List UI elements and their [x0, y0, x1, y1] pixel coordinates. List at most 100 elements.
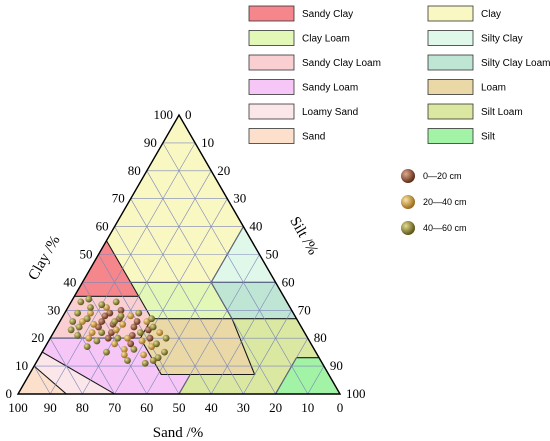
legend-depth-label-3: 40—60 cm	[423, 223, 467, 233]
silt-tick-label: 60	[282, 274, 295, 289]
silt-tick-label: 20	[217, 163, 230, 178]
legend-label-silt-loam: Silt Loam	[481, 107, 523, 118]
legend-depth-marker-3	[401, 221, 415, 235]
point-depth-3	[87, 304, 94, 311]
point-depth-3	[162, 334, 170, 342]
clay-tick-label: 20	[31, 330, 44, 345]
point-depth-3	[83, 343, 91, 350]
point-depth-1	[146, 334, 154, 342]
sand-tick-label: 80	[76, 400, 89, 415]
grid-sand-30	[130, 198, 244, 395]
legend-depth-label-2: 20—40 cm	[423, 197, 467, 207]
point-depth-3	[153, 340, 160, 348]
sand-tick-label: 50	[173, 400, 186, 415]
legend-swatch-sandy-clay-loam	[248, 54, 295, 71]
legend-label-silty-clay: Silty Clay	[481, 34, 523, 45]
legend-label-clay: Clay	[481, 9, 501, 20]
clay-tick-label: 30	[47, 302, 60, 317]
legend-label-silty-clay-loam: Silty Clay Loam	[481, 58, 550, 69]
clay-axis-title: Clay /%	[25, 233, 63, 283]
point-depth-3	[149, 357, 157, 364]
triangle-outline	[16, 113, 342, 395]
sand-axis-title: Sand /%	[153, 425, 203, 441]
silt-tick-label: 90	[330, 358, 343, 373]
point-depth-2	[120, 346, 128, 353]
silt-tick-label: 80	[314, 330, 327, 345]
sand-tick-label: 0	[337, 400, 344, 415]
legend-depth-marker-2	[401, 195, 415, 209]
legend-label-sand: Sand	[302, 132, 325, 143]
legend: Sandy Clay Clay Loam Sandy Clay Loam Sandy …	[248, 5, 550, 235]
clay-tick-label: 70	[112, 191, 125, 206]
legend-label-sandy-clay-loam: Sandy Clay Loam	[302, 58, 381, 69]
point-depth-1	[104, 334, 112, 342]
sand-tick-label: 10	[301, 400, 314, 415]
silt-tick-label: 30	[233, 191, 246, 206]
legend-swatch-sandy-loam	[248, 79, 295, 95]
clay-tick-label: 0	[6, 386, 13, 401]
point-depth-2	[156, 329, 164, 336]
point-depth-2	[90, 320, 98, 328]
sand-tick-label: 20	[269, 400, 282, 415]
data-points	[67, 295, 170, 367]
triangle-border	[16, 113, 342, 395]
silt-tick-label: 100	[346, 386, 366, 401]
grid-silt-70	[243, 310, 292, 395]
sand-tick-label: 90	[44, 400, 57, 415]
point-depth-3	[98, 329, 106, 336]
legend-swatch-sandy-clay	[248, 5, 295, 22]
point-depth-1	[98, 318, 106, 325]
point-depth-3	[124, 357, 131, 364]
point-depth-2	[138, 337, 146, 345]
grid-silt-80	[275, 338, 309, 395]
point-depth-3	[83, 315, 91, 323]
legend-label-loam: Loam	[481, 83, 506, 94]
legend-swatch-clay-loam	[248, 30, 295, 46]
point-depth-3	[135, 309, 143, 317]
silt-axis-title: Silt /%	[286, 214, 320, 258]
legend-swatch-silty-clay	[427, 30, 474, 46]
sand-tick-label: 100	[8, 400, 28, 415]
point-depth-2	[112, 326, 120, 334]
legend-swatch-silt	[427, 128, 474, 144]
point-depth-1	[130, 323, 138, 331]
grid-silt-30	[114, 198, 228, 395]
point-depth-2	[111, 340, 118, 348]
clay-tick-label: 10	[15, 358, 28, 373]
silt-tick-label: 70	[298, 302, 311, 317]
point-depth-1	[127, 340, 135, 348]
point-depth-2	[120, 351, 128, 359]
point-depth-3	[74, 309, 81, 317]
point-depth-3	[74, 332, 81, 339]
point-depth-3	[98, 301, 106, 309]
point-depth-3	[112, 298, 120, 306]
legend-label-silt: Silt	[481, 132, 495, 143]
clay-tick-label: 100	[154, 107, 174, 122]
point-depth-3	[130, 346, 138, 353]
point-depth-3	[67, 326, 75, 334]
point-depth-3	[117, 312, 125, 320]
legend-swatch-loam	[427, 79, 474, 95]
legend-label-clay-loam: Clay Loam	[302, 34, 350, 45]
point-depth-3	[103, 348, 110, 356]
legend-label-loamy-sand: Loamy Sand	[302, 107, 358, 118]
point-depth-2	[127, 312, 135, 320]
point-depth-3	[114, 334, 122, 342]
silt-tick-label: 40	[249, 219, 262, 234]
point-depth-2	[85, 334, 93, 342]
legend-label-sandy-clay: Sandy Clay	[302, 9, 353, 20]
point-depth-2	[87, 309, 94, 317]
clay-tick-label: 40	[63, 274, 76, 289]
point-depth-1	[101, 312, 109, 320]
point-depth-2	[140, 351, 148, 359]
legend-swatch-sand	[248, 128, 295, 144]
point-depth-3	[161, 348, 168, 356]
point-depth-2	[88, 329, 96, 336]
point-depth-3	[69, 318, 77, 325]
clay-tick-label: 80	[128, 163, 141, 178]
grid-silt-50	[178, 254, 260, 395]
silt-tick-label: 0	[185, 107, 192, 122]
point-depth-3	[149, 323, 157, 331]
point-depth-3	[148, 315, 156, 323]
